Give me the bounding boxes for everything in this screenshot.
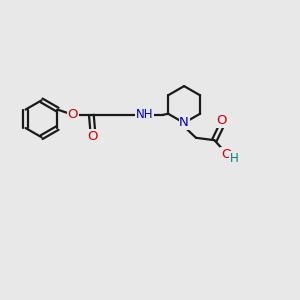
Text: N: N	[179, 116, 189, 130]
Text: H: H	[230, 152, 238, 164]
Text: NH: NH	[136, 108, 153, 122]
Text: O: O	[88, 130, 98, 143]
Text: O: O	[68, 108, 78, 122]
Text: O: O	[217, 114, 227, 128]
Text: O: O	[221, 148, 232, 161]
